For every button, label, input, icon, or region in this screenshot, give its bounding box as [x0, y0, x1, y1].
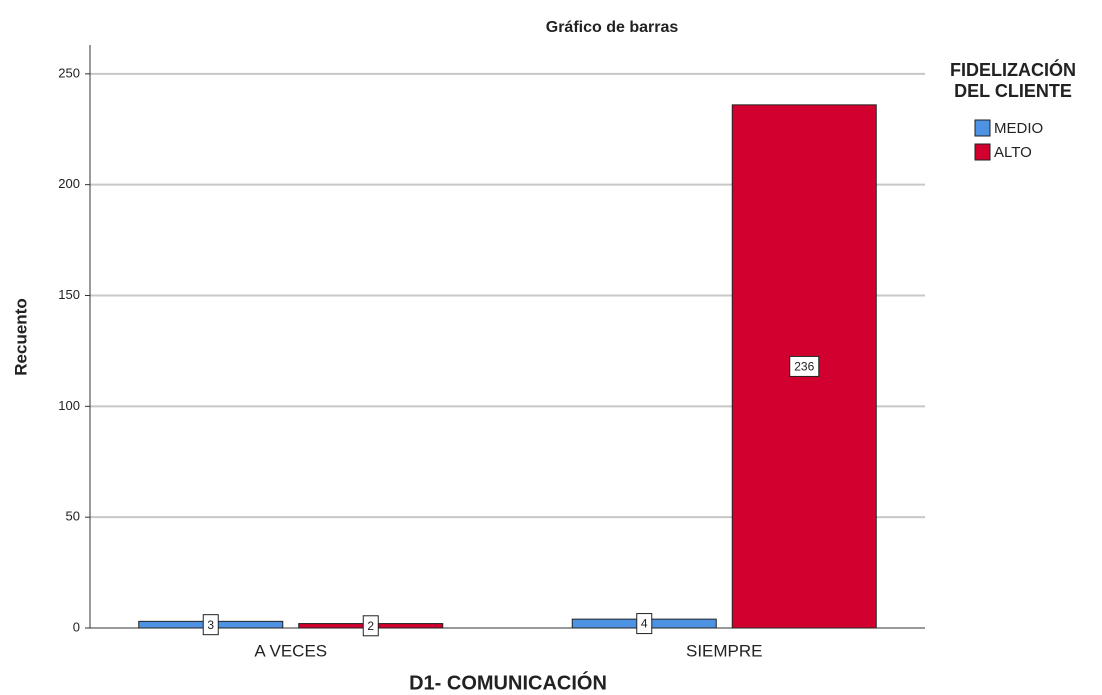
legend-title: DEL CLIENTE [954, 81, 1072, 101]
y-tick-label: 50 [66, 509, 80, 524]
legend-swatch [974, 143, 991, 161]
value-label: 4 [641, 617, 648, 631]
value-label-box [202, 614, 219, 636]
legend-swatch [974, 119, 991, 137]
y-tick-label: 200 [58, 176, 80, 191]
value-label-box [362, 615, 379, 637]
value-label: 3 [207, 618, 214, 632]
x-tick-label: A VECES [254, 641, 327, 660]
y-tick-label: 250 [58, 65, 80, 80]
legend-label: ALTO [994, 144, 1032, 161]
y-axis-label: Recuento [11, 298, 30, 375]
x-axis-label: D1- COMUNICACIÓN [409, 670, 607, 694]
value-label-box [636, 613, 653, 635]
value-label-box [789, 355, 820, 377]
value-label: 236 [794, 360, 814, 374]
y-tick-label: 100 [58, 398, 80, 413]
legend-title: FIDELIZACIÓN [950, 59, 1076, 80]
chart-title: Gráfico de barras [546, 19, 679, 36]
x-tick-label: SIEMPRE [686, 641, 763, 660]
y-tick-label: 0 [73, 619, 80, 634]
legend-label: MEDIO [994, 120, 1043, 137]
value-label: 2 [367, 619, 374, 633]
y-tick-label: 150 [58, 287, 80, 302]
